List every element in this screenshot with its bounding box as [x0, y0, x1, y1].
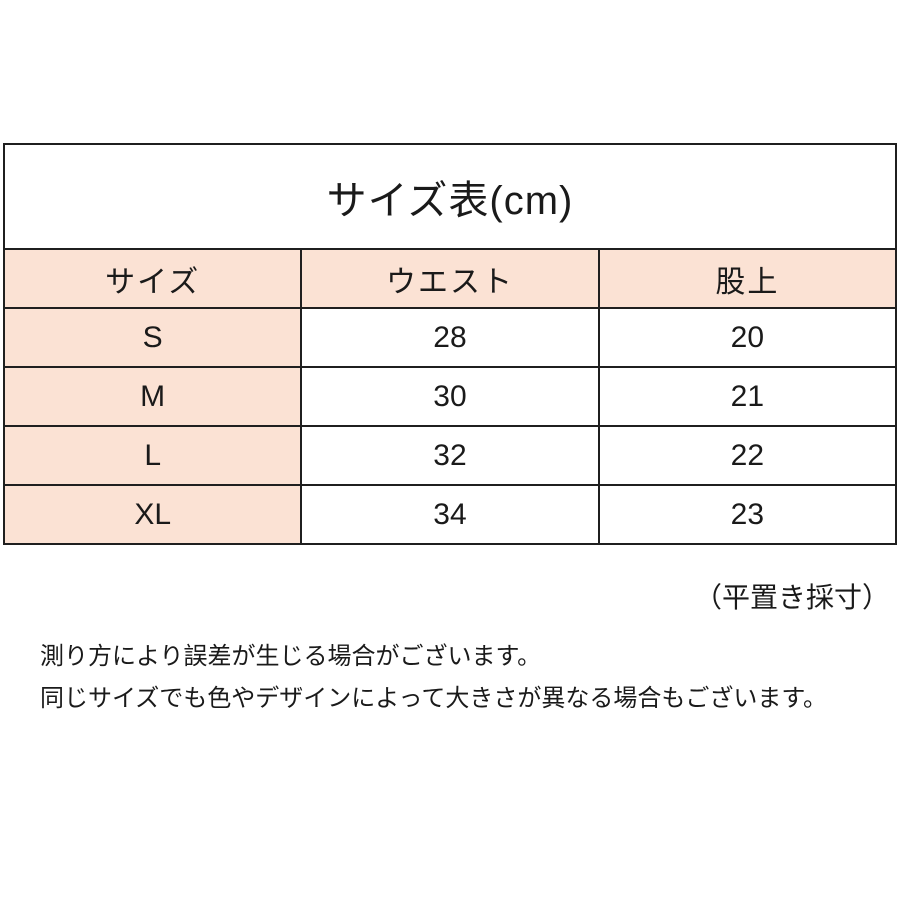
- flat-measurement-note: （平置き採寸）: [693, 582, 890, 613]
- rise-value: 22: [597, 425, 898, 486]
- table-row-m: M 30 21: [2, 366, 898, 427]
- column-header-rise: 股上: [597, 248, 898, 309]
- column-header-size: サイズ: [2, 248, 303, 309]
- table-row-xl: XL 34 23: [2, 484, 898, 545]
- waist-value: 34: [300, 484, 600, 545]
- size-label: S: [2, 307, 303, 368]
- disclaimer-block: 測り方により誤差が生じる場合がございます。 同じサイズでも色やデザインによって大…: [40, 636, 827, 720]
- size-label: XL: [2, 484, 303, 545]
- rise-value: 21: [597, 366, 898, 427]
- column-header-waist: ウエスト: [300, 248, 600, 309]
- waist-value: 30: [300, 366, 600, 427]
- size-table: サイズ表(cm) サイズ ウエスト 股上 S 28 20 M 30 21 L 3…: [2, 143, 898, 545]
- table-row-s: S 28 20: [2, 307, 898, 368]
- disclaimer-line-2: 同じサイズでも色やデザインによって大きさが異なる場合もございます。: [40, 685, 827, 712]
- title-row: サイズ表(cm): [3, 143, 897, 250]
- table-row-l: L 32 22: [2, 425, 898, 486]
- rise-value: 23: [597, 484, 898, 545]
- waist-value: 32: [300, 425, 600, 486]
- waist-value: 28: [300, 307, 600, 368]
- size-label: L: [2, 425, 303, 486]
- rise-value: 20: [597, 307, 898, 368]
- disclaimer-line-1: 測り方により誤差が生じる場合がございます。: [40, 643, 542, 670]
- table-header-row: サイズ ウエスト 股上: [2, 248, 898, 309]
- page-title: サイズ表(cm): [3, 143, 897, 250]
- size-label: M: [2, 366, 303, 427]
